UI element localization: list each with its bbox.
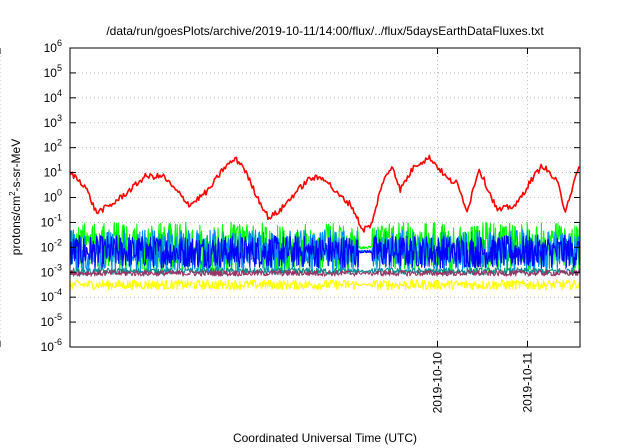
- grid: [0, 48, 580, 347]
- x-axis-label: Coordinated Universal Time (UTC): [233, 431, 417, 445]
- y-tick-label: 10-5: [41, 312, 62, 329]
- y-axis-label-unit: -s-sr-MeV: [9, 139, 23, 192]
- y-tick-label: 10-6: [41, 337, 62, 354]
- y-tick-label: 100: [44, 188, 62, 205]
- y-tick-label: 10-2: [41, 237, 62, 254]
- series-line-4: [69, 279, 581, 291]
- x-tick-label: 2019-10-10: [431, 352, 445, 414]
- y-tick-label: 10-3: [41, 262, 62, 279]
- y-axis-label: protons/cm2-s-sr-MeV: [8, 139, 23, 255]
- y-tick-label: 104: [44, 88, 62, 105]
- series-layer: [69, 154, 581, 291]
- y-axis-label-main: protons/cm: [9, 196, 23, 255]
- tick-layer: 10-6 10-5 10-4 10-3 10-2 10-1 100 101 102 103 104 1…: [0, 38, 580, 413]
- series-line-3: [69, 234, 581, 269]
- y-tick-label: 101: [44, 163, 62, 180]
- y-tick-label: 106: [44, 38, 62, 55]
- y-axis-label-exponent: 2: [8, 191, 17, 196]
- x-tick-label: 2019-10-11: [521, 352, 535, 413]
- chart-title: /data/run/goesPlots/archive/2019-10-11/1…: [106, 24, 544, 38]
- series-line-2: [69, 229, 581, 273]
- y-tick-label: 10-1: [41, 212, 62, 229]
- series-line-7: [69, 154, 581, 233]
- y-tick-label: 103: [44, 113, 62, 130]
- y-tick-label: 10-4: [41, 287, 62, 304]
- series-line-6: [69, 269, 581, 277]
- y-tick-label: 105: [44, 63, 62, 80]
- y-tick-label: 102: [44, 138, 62, 155]
